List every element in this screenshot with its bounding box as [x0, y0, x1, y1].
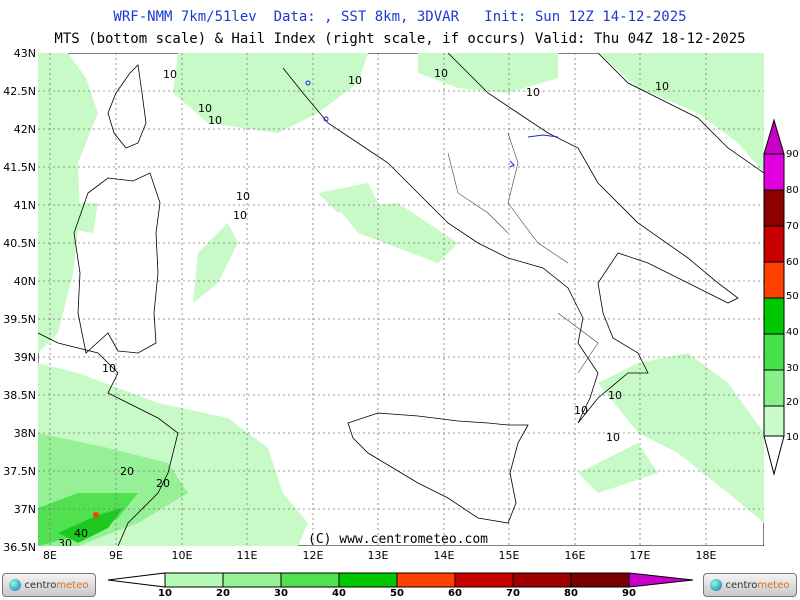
lat-label: 41N: [13, 199, 36, 212]
hail-scale-label: 50: [786, 291, 799, 302]
contour-label: 40: [74, 527, 88, 540]
contour-label: 10: [236, 190, 250, 203]
lat-label: 40.5N: [3, 237, 36, 250]
lon-label: 18E: [695, 549, 717, 562]
mts-scale: [107, 572, 694, 588]
mts-scale-label: 10: [158, 588, 172, 599]
lon-label: 14E: [433, 549, 455, 562]
contour-labels: 10 10 10 10 10 10 10 10 10 10 10 10 10 2…: [58, 67, 669, 546]
contour-label: 20: [156, 477, 170, 490]
field-title: MTS (bottom scale) & Hail Index (right s…: [54, 31, 746, 47]
lon-label: 12E: [302, 549, 324, 562]
lat-label: 41.5N: [3, 161, 36, 174]
hail-scale-label: 20: [786, 397, 799, 408]
lat-label: 38.5N: [3, 389, 36, 402]
model-title: WRF-NMM 7km/51lev Data: , SST 8km, 3DVAR…: [113, 9, 687, 25]
coastlines: [38, 53, 764, 546]
logo-text-prefix: centro: [24, 579, 57, 591]
globe-icon: [710, 579, 723, 591]
contour-label: 10: [102, 362, 116, 375]
lon-label: 13E: [367, 549, 389, 562]
contour-label: 10: [198, 102, 212, 115]
lon-label: 15E: [498, 549, 520, 562]
contour-label: 10: [348, 74, 362, 87]
lon-label: 16E: [564, 549, 586, 562]
lat-label: 43N: [13, 47, 36, 60]
mts-scale-label: 30: [274, 588, 288, 599]
mts-scale-label: 80: [564, 588, 578, 599]
contour-label: 10: [608, 389, 622, 402]
mts-scale-label: 60: [448, 588, 462, 599]
logo-text-prefix: centro: [725, 579, 758, 591]
mts-scale-label: 40: [332, 588, 346, 599]
lat-label: 42N: [13, 123, 36, 136]
lon-label: 10E: [171, 549, 193, 562]
mts-scale-label: 20: [216, 588, 230, 599]
logo-text-accent: meteo: [757, 579, 790, 591]
copyright-text: (C) www.centrometeo.com: [308, 532, 489, 547]
lat-label: 38N: [13, 427, 36, 440]
contour-label: 30: [58, 537, 72, 546]
globe-icon: [9, 579, 22, 591]
contour-label: 10: [208, 114, 222, 127]
weather-map: 10 10 10 10 10 10 10 10 10 10 10 10 10 2…: [38, 53, 764, 546]
hail-scale-label: 10: [786, 432, 799, 443]
lat-label: 37.5N: [3, 465, 36, 478]
contour-label: 10: [526, 86, 540, 99]
lat-label: 36.5N: [3, 541, 36, 554]
lat-lon-grid: [38, 53, 764, 546]
hail-scale-label: 40: [786, 327, 799, 338]
lat-label: 42.5N: [3, 85, 36, 98]
centrometeo-logo[interactable]: centro meteo: [2, 573, 96, 597]
contour-label: 10: [655, 80, 669, 93]
contour-label: 20: [120, 465, 134, 478]
contour-label: 10: [606, 431, 620, 444]
hail-scale-label: 60: [786, 257, 799, 268]
mts-scale-label: 90: [622, 588, 636, 599]
lat-label: 39.5N: [3, 313, 36, 326]
mts-scale-label: 70: [506, 588, 520, 599]
lat-label: 39N: [13, 351, 36, 364]
contour-label: 10: [574, 404, 588, 417]
hail-index-scale: [763, 118, 785, 476]
hail-marks: [305, 80, 559, 168]
lon-label: 11E: [236, 549, 258, 562]
lon-label: 9E: [109, 549, 123, 562]
lat-label: 37N: [13, 503, 36, 516]
centrometeo-logo-right[interactable]: centro meteo: [703, 573, 797, 597]
mts-scale-label: 50: [390, 588, 404, 599]
lon-label: 17E: [629, 549, 651, 562]
lat-label: 40N: [13, 275, 36, 288]
logo-text-accent: meteo: [56, 579, 89, 591]
hail-scale-label: 90: [786, 149, 799, 160]
hail-scale-label: 30: [786, 363, 799, 374]
lon-label: 8E: [43, 549, 57, 562]
contour-label: 10: [163, 68, 177, 81]
hail-spot-marker: [93, 512, 99, 518]
contour-label: 10: [434, 67, 448, 80]
hail-scale-label: 80: [786, 185, 799, 196]
contour-label: 10: [233, 209, 247, 222]
hail-scale-label: 70: [786, 221, 799, 232]
